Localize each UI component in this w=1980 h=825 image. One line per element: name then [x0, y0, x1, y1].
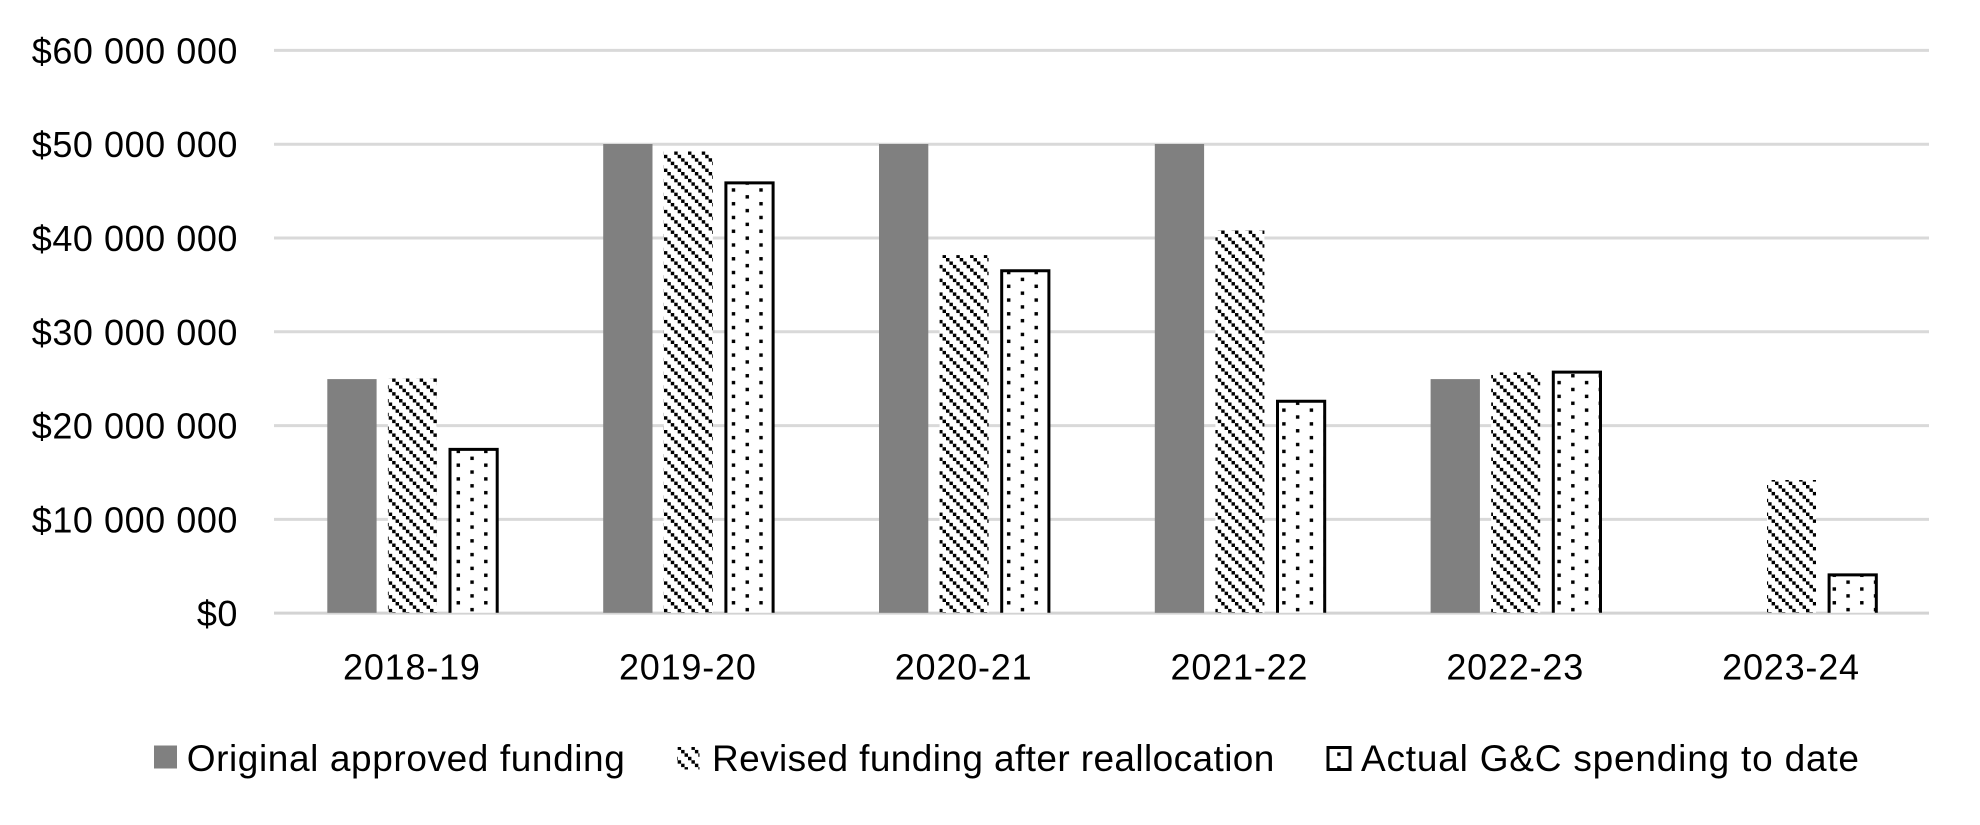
- svg-text:2022-23: 2022-23: [1446, 646, 1584, 687]
- svg-text:2021-22: 2021-22: [1171, 646, 1309, 687]
- svg-text:Actual G&C spending to date: Actual G&C spending to date: [1361, 738, 1860, 779]
- svg-text:2020-21: 2020-21: [895, 646, 1033, 687]
- svg-text:$0: $0: [197, 593, 238, 634]
- svg-text:$10 000 000: $10 000 000: [32, 499, 238, 540]
- svg-text:$60 000 000: $60 000 000: [32, 30, 238, 71]
- svg-text:Original approved funding: Original approved funding: [187, 738, 626, 779]
- svg-text:Revised funding after realloca: Revised funding after reallocation: [712, 738, 1275, 779]
- svg-text:2018-19: 2018-19: [343, 646, 481, 687]
- svg-text:2019-20: 2019-20: [619, 646, 757, 687]
- svg-text:$30 000 000: $30 000 000: [32, 312, 238, 353]
- svg-text:$20 000 000: $20 000 000: [32, 406, 238, 447]
- svg-text:2023-24: 2023-24: [1722, 646, 1860, 687]
- svg-text:$50 000 000: $50 000 000: [32, 124, 238, 165]
- svg-text:$40 000 000: $40 000 000: [32, 218, 238, 259]
